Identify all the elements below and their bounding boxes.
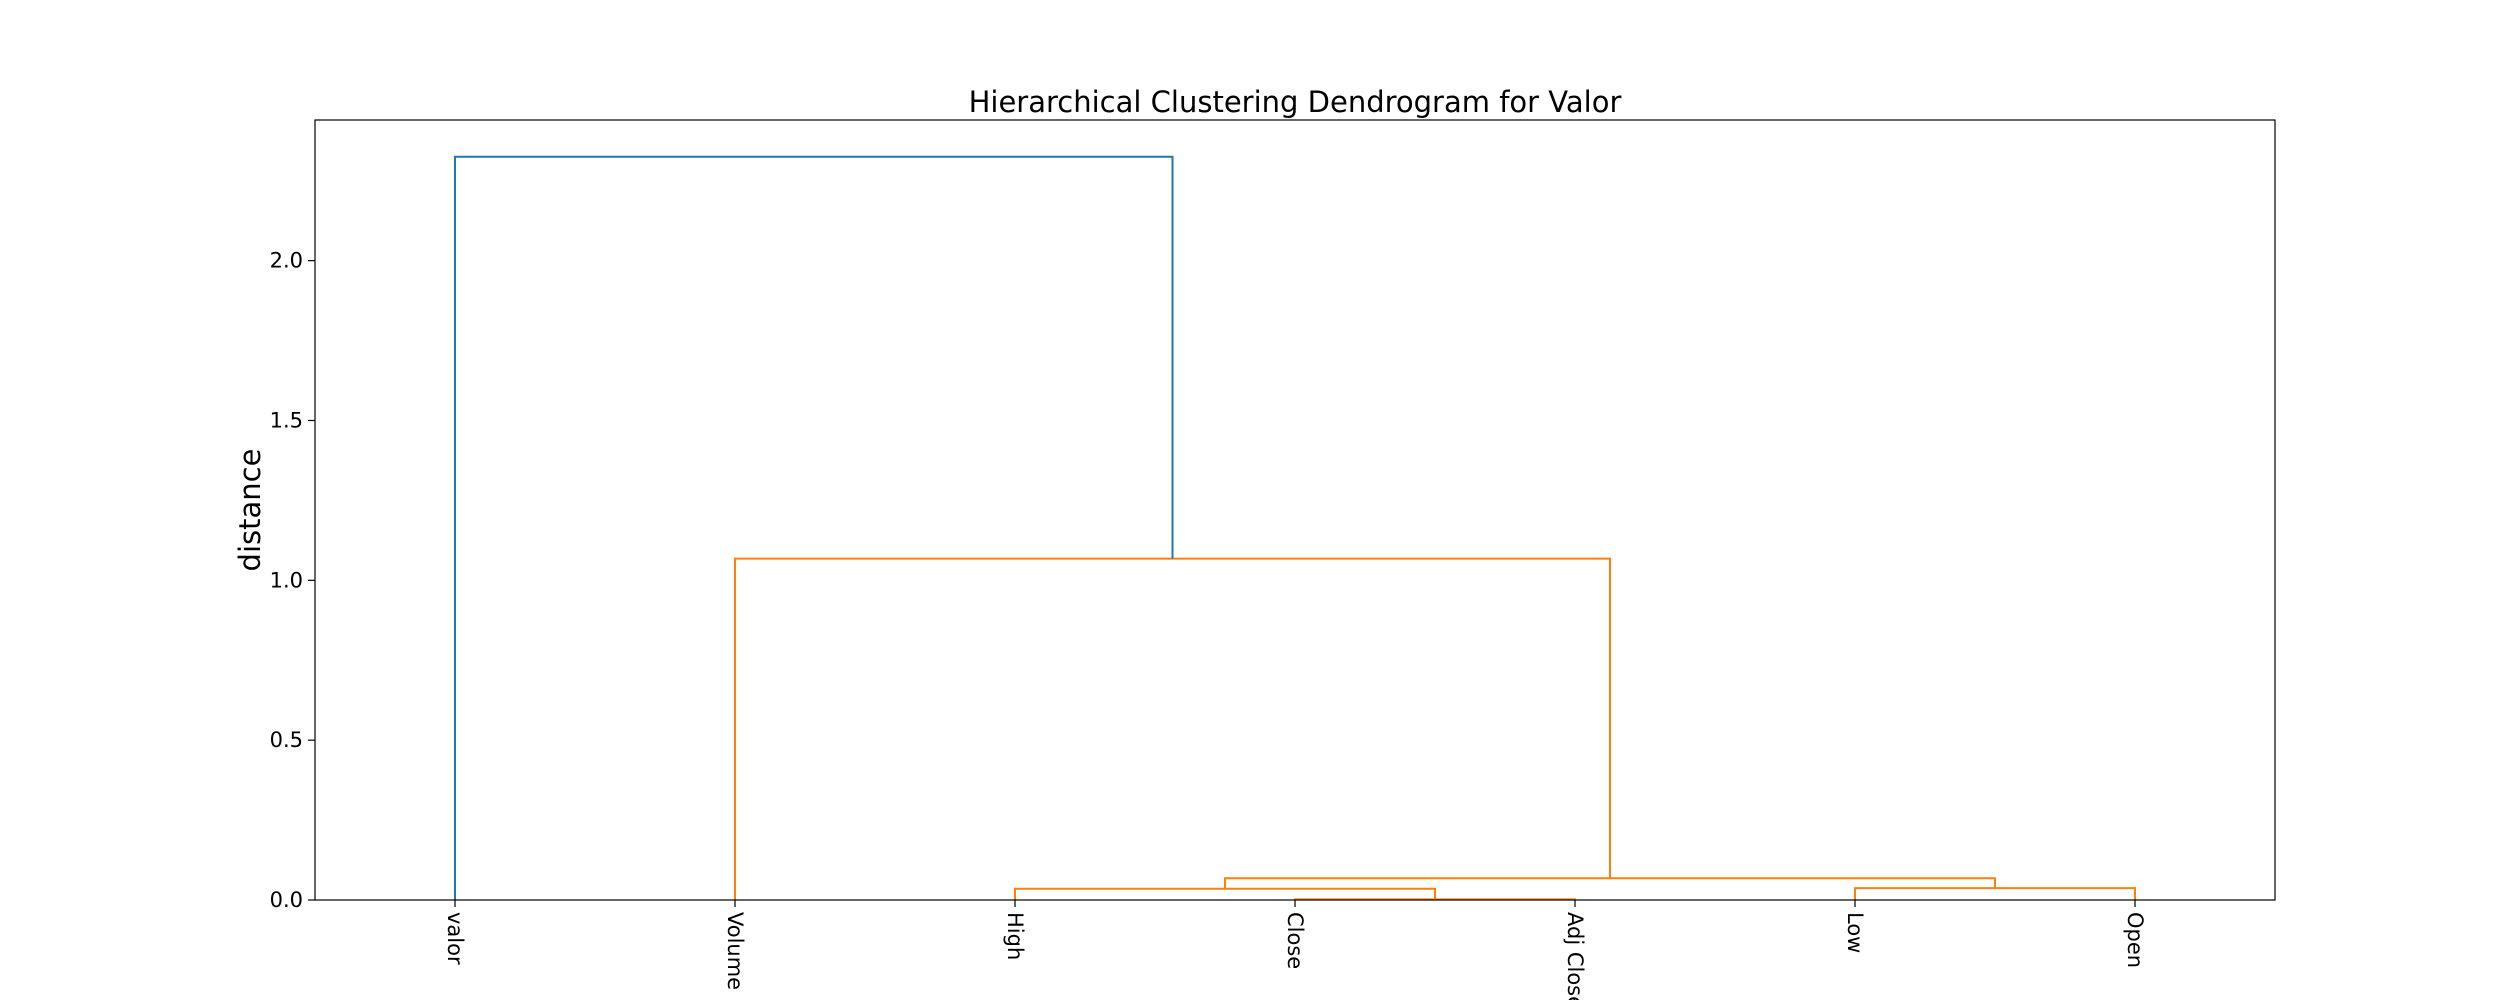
y-tick-label: 0.5 <box>270 728 303 752</box>
x-axis: valor Volume High Close Adj Close Low Open <box>443 900 2147 1000</box>
y-tick-label: 1.0 <box>270 568 303 592</box>
x-tick-label-leaf: valor <box>443 912 467 965</box>
x-tick-label-leaf: Volume <box>723 912 747 990</box>
y-axis-label: distance <box>233 449 267 572</box>
y-axis: 0.0 0.5 1.0 1.5 2.0 <box>270 249 315 912</box>
dendrogram-link <box>734 557 1611 900</box>
x-tick-label-leaf: Adj Close <box>1563 912 1587 1000</box>
x-tick-label-leaf: Close <box>1283 912 1307 969</box>
x-tick-label-leaf: High <box>1003 912 1027 960</box>
chart-title: Hierarchical Clustering Dendrogram for V… <box>969 85 1622 119</box>
plot-frame <box>314 119 2276 901</box>
dendrogram-link <box>1854 887 2136 900</box>
dendrogram-link <box>454 155 1174 900</box>
x-tick-label-leaf: Open <box>2123 912 2147 968</box>
y-tick-label: 1.5 <box>270 408 303 432</box>
y-tick-label: 0.0 <box>270 888 303 912</box>
x-tick-label-leaf: Low <box>1843 912 1867 953</box>
dendrogram-links <box>454 155 2136 901</box>
y-tick-label: 2.0 <box>270 249 303 273</box>
dendrogram-link <box>1014 887 1436 900</box>
